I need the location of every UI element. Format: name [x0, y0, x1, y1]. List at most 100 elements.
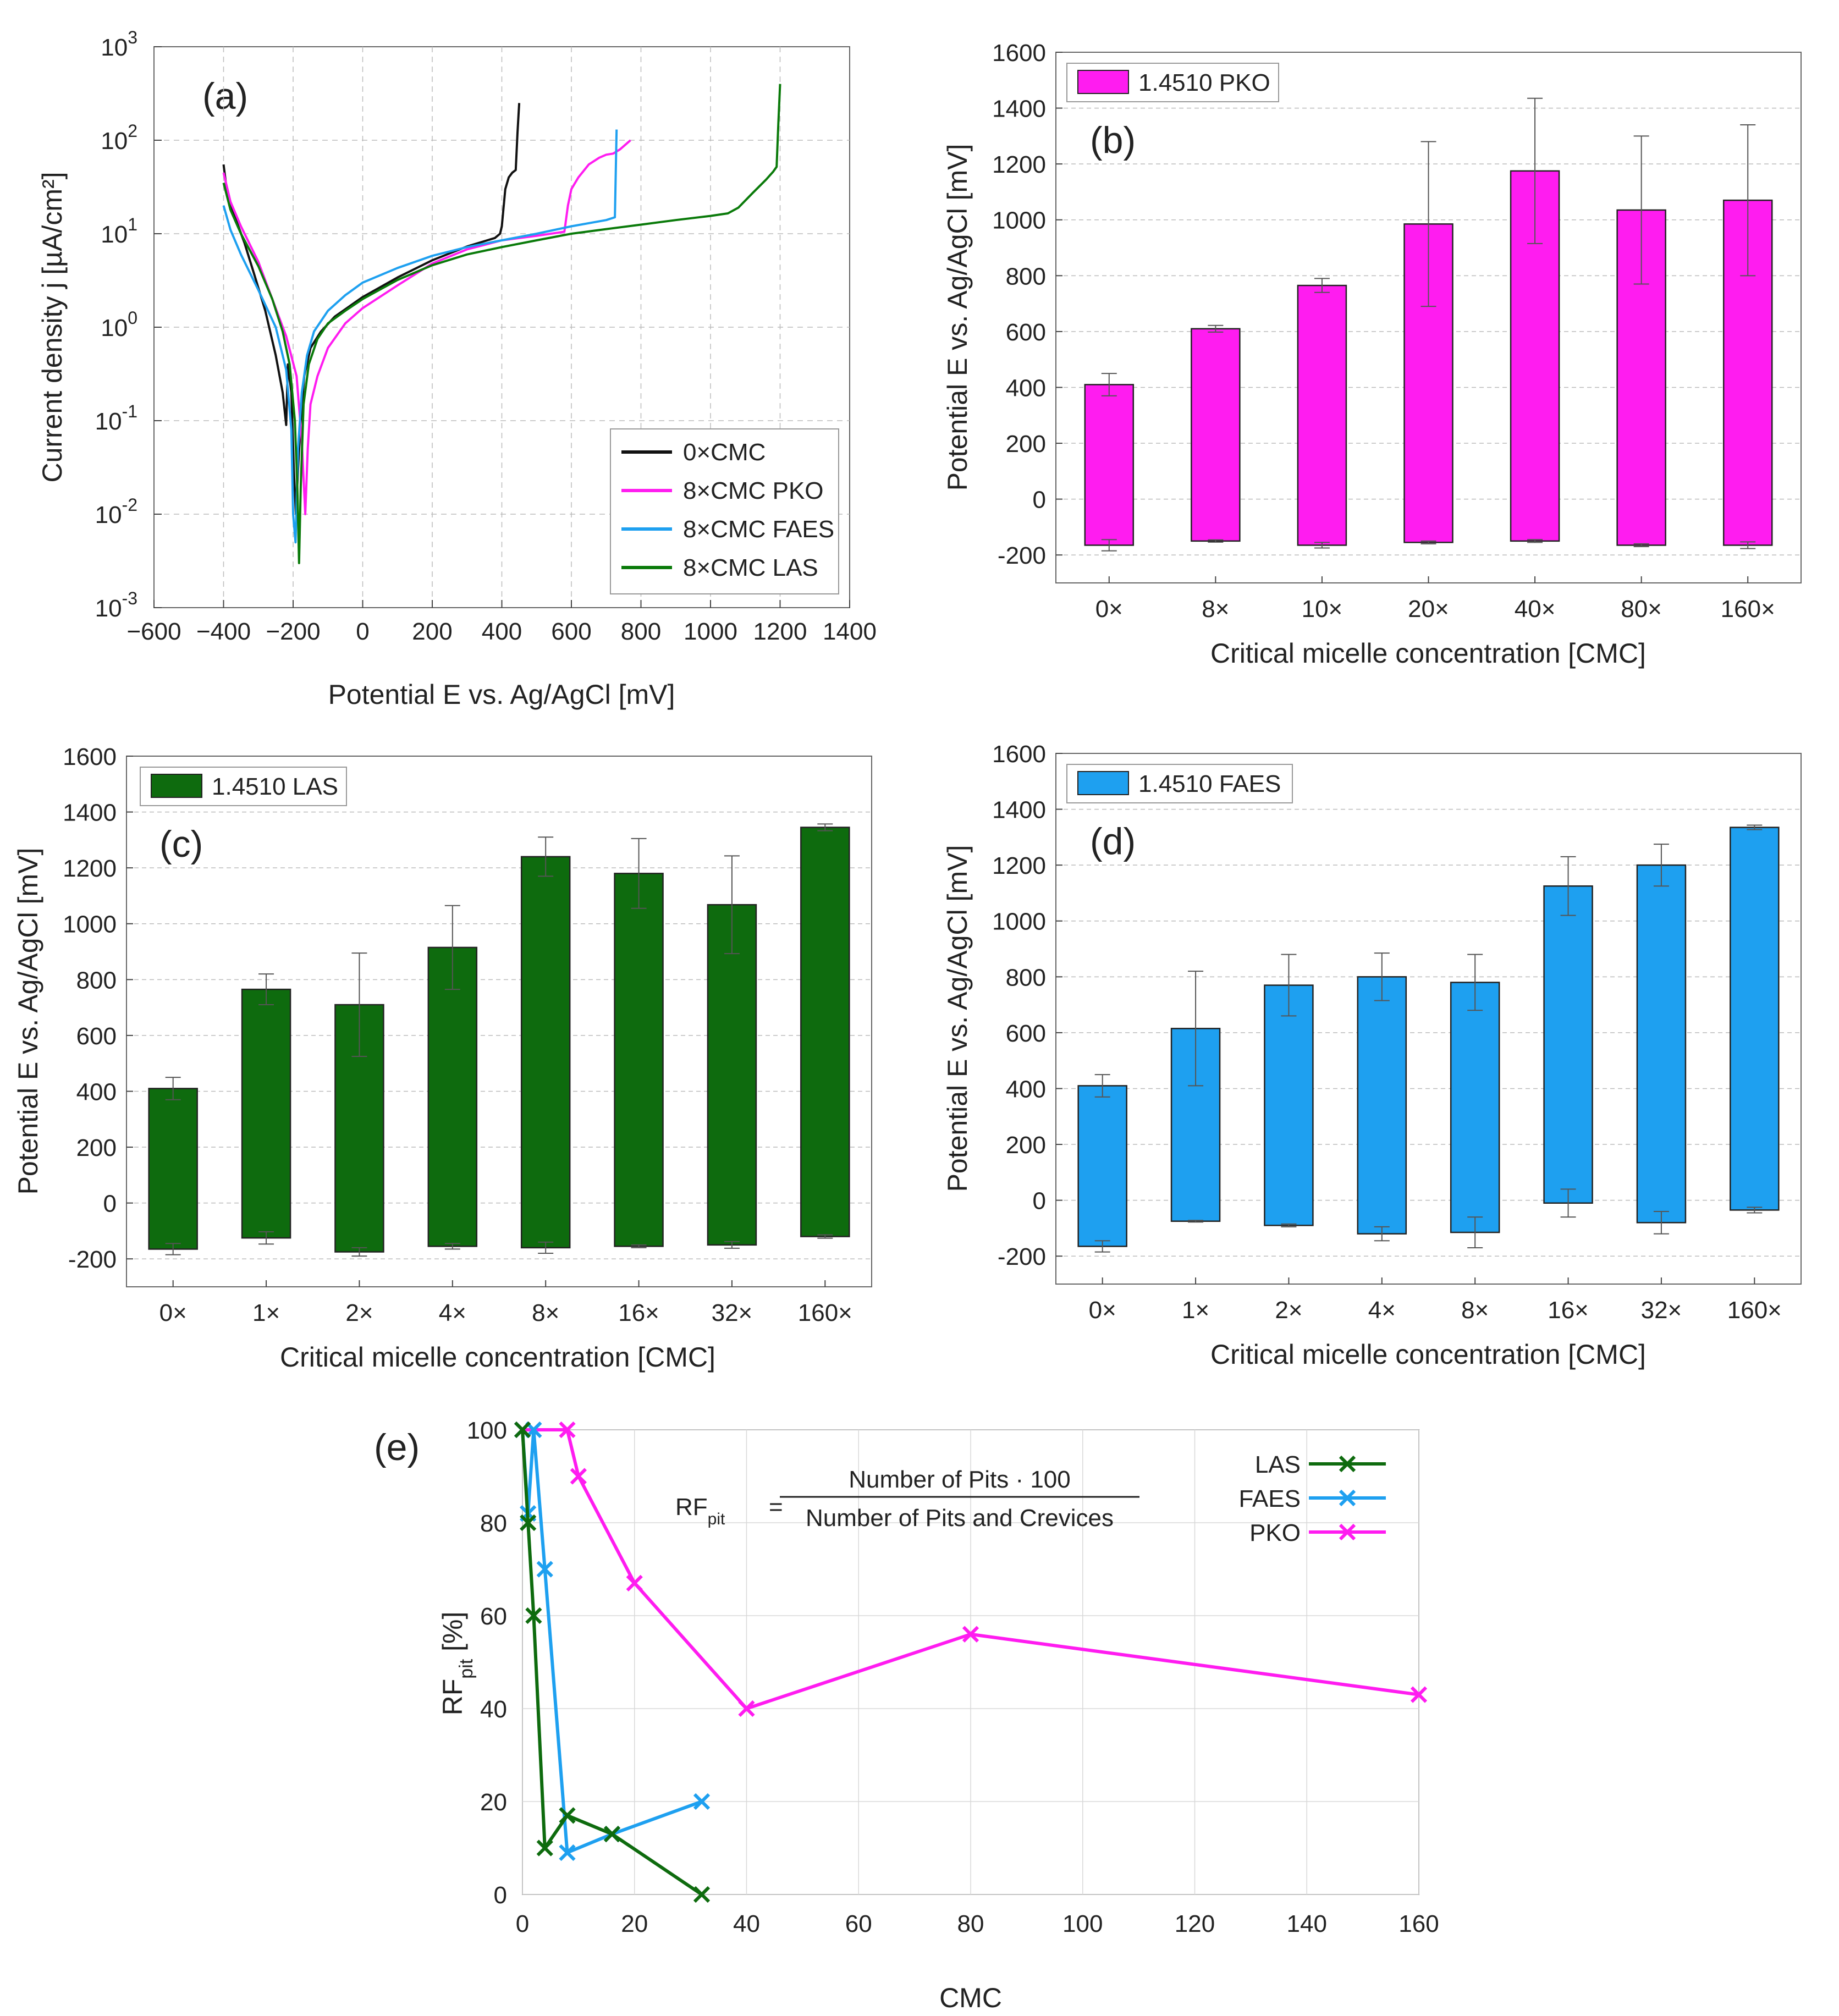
bar-c: [800, 827, 850, 1237]
error-bar-upper-c: [538, 836, 554, 877]
error-bar-lower-d: [1188, 1220, 1204, 1223]
error-bar-lower-b: [1740, 541, 1756, 549]
y-tick-label-b: -200: [998, 542, 1046, 569]
error-bar-upper-b: [1101, 373, 1117, 396]
x-tick-label-b: 40×: [1515, 596, 1556, 623]
legend-label-d: 1.4510 FAES: [1138, 770, 1281, 797]
x-tick-label-b: 160×: [1721, 596, 1775, 623]
error-bar-lower-d: [1094, 1240, 1110, 1253]
y-tick-label-a: 100: [101, 308, 137, 341]
error-bar-lower-d: [1560, 1188, 1576, 1218]
bar-c: [427, 946, 478, 1247]
legend-swatch-b: [1077, 70, 1129, 94]
bar-d: [1264, 984, 1314, 1226]
error-bar-upper-b: [1527, 97, 1543, 244]
y-tick-label-c: 200: [76, 1134, 117, 1161]
x-tick-label-a: −200: [266, 618, 320, 645]
error-bar-lower-b: [1527, 539, 1543, 543]
x-tick-label-d: 8×: [1461, 1297, 1489, 1324]
marker-las: [693, 1886, 711, 1903]
series-line-1: [222, 139, 631, 515]
x-tick-label-c: 4×: [439, 1299, 466, 1326]
error-bar-upper-d: [1188, 971, 1204, 1087]
bar-c: [707, 904, 757, 1246]
y-tick-label-e: 20: [480, 1789, 507, 1816]
y-tick-label-e: 80: [480, 1510, 507, 1537]
panel-a-polarization-curves: (a) Potential E vs. Ag/AgCl [mV] Current…: [37, 27, 877, 710]
y-ticks-d: -200 0 200 400 600 800 1000 1200 1400 1600: [992, 741, 1062, 1270]
panel-label-e: (e): [374, 1426, 420, 1468]
error-bar-lower-b: [1314, 542, 1330, 549]
x-tick-label-a: 1000: [684, 618, 737, 645]
y-axis-label-c: Potential E vs. Ag/AgCl [mV]: [13, 848, 43, 1195]
x-tick-label-e: 120: [1175, 1910, 1215, 1937]
y-tick-label-b: 800: [1006, 263, 1046, 290]
error-bar-upper-d: [1374, 952, 1390, 1001]
marker-faes: [693, 1793, 711, 1810]
panel-label-a: (a): [202, 75, 248, 117]
marker-las: [525, 1607, 542, 1624]
grid-a: [154, 47, 850, 608]
x-tick-label-a: 1400: [823, 618, 877, 645]
x-tick-label-d: 0×: [1089, 1297, 1116, 1324]
x-tick-label-a: 0: [356, 618, 369, 645]
legend-e: LAS FAES PKO: [1239, 1451, 1386, 1546]
marker-pko: [559, 1421, 576, 1439]
y-tick-label-a: 101: [101, 214, 137, 248]
y-ticks-c: -200 0 200 400 600 800 1000 1200 1400 1600: [63, 743, 133, 1273]
error-bar-upper-c: [631, 838, 647, 909]
x-tick-label-e: 100: [1062, 1910, 1103, 1937]
legend-b: 1.4510 PKO: [1066, 63, 1279, 102]
error-bar-lower-b: [1101, 539, 1117, 552]
legend-label-a: 8×CMC LAS: [683, 554, 818, 581]
bar-c: [520, 856, 571, 1249]
legend-label-e: FAES: [1239, 1485, 1301, 1512]
formula-denominator: Number of Pits and Crevices: [806, 1505, 1114, 1532]
y-tick-label-d: 0: [1033, 1188, 1046, 1215]
y-tick-label-d: 1400: [992, 797, 1046, 824]
y-tick-label-c: 400: [76, 1078, 117, 1105]
legend-c: 1.4510 LAS: [140, 767, 347, 806]
y-tick-label-a: 10-1: [95, 401, 137, 435]
legend-label-b: 1.4510 PKO: [1138, 69, 1270, 96]
x-axis-label-d: Critical micelle concentration [CMC]: [1210, 1339, 1646, 1370]
bar-d: [1730, 827, 1780, 1211]
legend-label-c: 1.4510 LAS: [212, 773, 338, 800]
y-tick-label-c: 1600: [63, 743, 117, 770]
x-tick-label-c: 0×: [159, 1299, 187, 1326]
x-tick-label-a: −400: [196, 618, 251, 645]
error-bar-lower-d: [1374, 1226, 1390, 1242]
panel-label-d: (d): [1090, 820, 1136, 862]
x-ticks-b: 0× 8× 10× 20× 40× 80× 160×: [1095, 576, 1775, 623]
error-bar-upper-d: [1560, 856, 1576, 916]
panel-b-pko-bars: (b) Critical micelle concentration [CMC]…: [942, 40, 1802, 669]
x-tick-label-e: 140: [1287, 1910, 1327, 1937]
legend-a: 0×CMC 8×CMC PKO 8×CMC FAES 8×CMC LAS: [610, 428, 839, 594]
error-bar-upper-c: [444, 905, 460, 990]
marker-faes: [536, 1561, 553, 1578]
y-tick-label-c: 0: [103, 1191, 117, 1218]
error-bar-lower-d: [1281, 1223, 1297, 1227]
y-tick-label-b: 1200: [992, 151, 1046, 178]
x-tick-label-a: 400: [482, 618, 522, 645]
y-axis-label-a: Current density j [µA/cm²]: [37, 172, 68, 482]
bar-b: [1084, 384, 1135, 546]
x-tick-label-d: 32×: [1641, 1297, 1682, 1324]
series-line-0: [222, 103, 521, 515]
y-tick-label-b: 1400: [992, 96, 1046, 123]
y-tick-label-d: 800: [1006, 964, 1046, 991]
y-tick-label-c: 600: [76, 1023, 117, 1050]
marker-pko: [626, 1574, 643, 1591]
x-tick-label-b: 80×: [1621, 596, 1662, 623]
y-tick-label-e: 40: [480, 1696, 507, 1723]
x-tick-label-d: 2×: [1275, 1297, 1302, 1324]
marker-las: [559, 1807, 576, 1824]
y-axis-label-e: RFpit [%]: [437, 1612, 477, 1716]
error-bar-lower-b: [1420, 540, 1436, 544]
legend-marker-e: [1339, 1489, 1356, 1507]
formula-e: RFpit = Number of Pits · 100 Number of P…: [675, 1466, 1139, 1532]
bar-d: [1357, 976, 1407, 1235]
marker-las: [514, 1421, 531, 1439]
bars-d: [1077, 824, 1780, 1253]
